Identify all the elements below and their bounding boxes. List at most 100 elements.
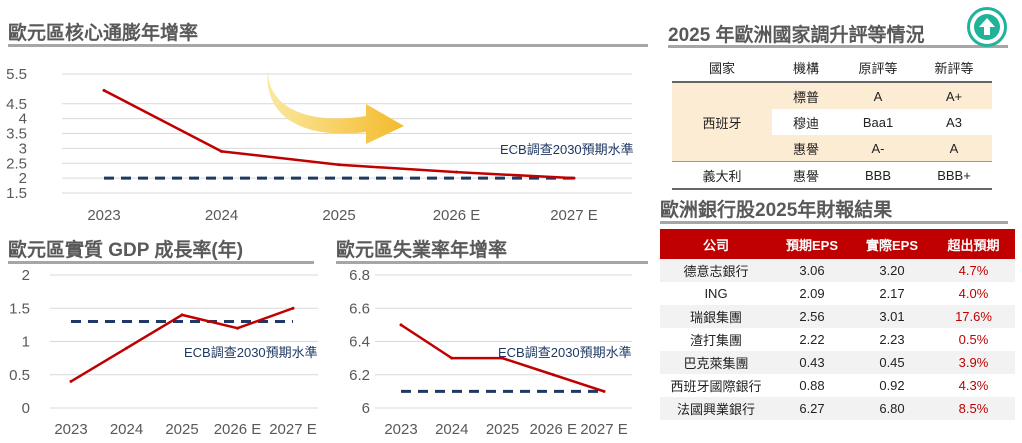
up-arrow-button[interactable] xyxy=(967,7,1007,47)
ratings-header: 新評等 xyxy=(916,54,992,83)
banks-row: 西班牙國際銀行 0.88 0.92 4.3% xyxy=(660,374,1015,397)
y-tick-label: 3.5 xyxy=(6,126,27,143)
ratings-title-rule xyxy=(668,45,1008,48)
gdp-chart: 0 0.5 1 1.5 2 2023 2024 2025 2026 E 2027 E ECB調查20… xyxy=(9,267,318,438)
bank-expected-eps: 0.43 xyxy=(772,351,852,374)
banks-row: ING 2.09 2.17 4.0% xyxy=(660,282,1015,305)
ratings-row: 穆迪 Baa1 A3 xyxy=(672,109,992,135)
banks-header: 超出預期 xyxy=(932,229,1015,259)
data-point xyxy=(125,346,128,350)
bank-name: 法國興業銀行 xyxy=(660,397,772,420)
banks-row: 德意志銀行 3.06 3.20 4.7% xyxy=(660,259,1015,282)
ratings-row: 惠譽 A- A xyxy=(672,135,992,162)
bank-expected-eps: 2.56 xyxy=(772,305,852,328)
banks-table: 公司 預期EPS 實際EPS 超出預期 德意志銀行 3.06 3.20 4.7% IN… xyxy=(660,229,1015,420)
bank-expected-eps: 6.27 xyxy=(772,397,852,420)
ratings-cell: 惠譽 xyxy=(792,168,819,184)
bank-name: 渣打集團 xyxy=(689,333,742,348)
ratings-header-row: 國家 機構 原評等 新評等 xyxy=(672,54,992,83)
banks-row: 瑞銀集團 2.56 3.01 17.6% xyxy=(660,305,1015,328)
data-point xyxy=(102,88,106,92)
banks-header: 預期EPS xyxy=(772,229,852,259)
data-point xyxy=(220,149,223,153)
curved-arrow-icon xyxy=(267,68,404,144)
x-tick-label: 2025 xyxy=(165,421,198,438)
y-tick-label: 0 xyxy=(22,400,30,417)
unemp-title-rule xyxy=(336,261,648,264)
ratings-cell: A3 xyxy=(946,114,962,130)
banks-header: 實際EPS xyxy=(852,229,932,259)
y-tick-label: 5.5 xyxy=(6,66,27,83)
x-tick-label: 2027 E xyxy=(580,421,628,438)
bank-actual-eps: 0.92 xyxy=(879,378,905,393)
data-point xyxy=(69,379,73,383)
up-arrow-icon xyxy=(974,14,1000,40)
data-point xyxy=(602,389,606,393)
x-tick-label: 2026 E xyxy=(433,207,481,224)
y-tick-label: 2.5 xyxy=(6,155,27,172)
x-tick-label: 2025 xyxy=(322,207,355,224)
x-tick-label: 2027 E xyxy=(550,207,598,224)
ratings-row: 西班牙 標普 A A+ xyxy=(672,82,992,162)
ratings-cell: A xyxy=(840,82,916,109)
y-tick-label: 4 xyxy=(19,111,27,128)
x-tick-label: 2023 xyxy=(87,207,120,224)
ratings-country-cell: 西班牙 xyxy=(672,82,772,162)
y-tick-label: 3 xyxy=(19,140,27,157)
target-line-label: ECB調查2030預期水準 xyxy=(500,142,634,157)
data-point xyxy=(337,163,341,167)
y-tick-label: 4.5 xyxy=(6,96,27,113)
data-point xyxy=(450,356,454,360)
x-tick-label: 2026 E xyxy=(529,421,577,438)
banks-row: 法國興業銀行 6.27 6.80 8.5% xyxy=(660,397,1015,420)
data-point xyxy=(236,326,239,330)
ratings-cell: BBB xyxy=(864,167,891,183)
data-point xyxy=(551,373,555,377)
y-tick-label: 0.5 xyxy=(9,367,30,384)
bank-beat: 4.7% xyxy=(932,259,1015,282)
banks-row: 巴克萊集團 0.43 0.45 3.9% xyxy=(660,351,1015,374)
ratings-header: 機構 xyxy=(772,54,840,83)
data-point xyxy=(572,176,576,180)
bank-expected-eps: 2.22 xyxy=(799,332,825,347)
ratings-country-cell: 義大利 xyxy=(702,168,742,184)
unemp-title: 歐元區失業率年增率 xyxy=(336,240,508,261)
data-point xyxy=(180,313,184,317)
y-tick-label: 6.2 xyxy=(349,367,370,384)
bank-actual-eps: 3.01 xyxy=(852,305,932,328)
bank-expected-eps: 2.09 xyxy=(799,286,825,301)
bank-beat: 4.3% xyxy=(958,378,989,393)
bank-expected-eps: 0.88 xyxy=(799,378,825,393)
ratings-title: 2025 年歐洲國家調升評等情況 xyxy=(668,25,925,46)
bank-name: 德意志銀行 xyxy=(660,259,772,282)
bank-expected-eps: 3.06 xyxy=(772,259,852,282)
bank-name: 巴克萊集團 xyxy=(660,351,772,374)
bank-name: ING xyxy=(704,286,728,301)
bank-actual-eps: 3.20 xyxy=(852,259,932,282)
target-line-label: ECB調查2030預期水準 xyxy=(498,345,632,360)
x-tick-label: 2027 E xyxy=(269,421,317,438)
ratings-cell: BBB+ xyxy=(937,167,971,183)
target-line-label: ECB調查2030預期水準 xyxy=(184,345,318,360)
gdp-title-rule xyxy=(8,261,314,264)
bank-beat: 8.5% xyxy=(932,397,1015,420)
core-cpi-title: 歐元區核心通膨年增率 xyxy=(8,23,199,44)
gdp-title: 歐元區實質 GDP 成長率(年) xyxy=(8,240,244,261)
bank-beat: 3.9% xyxy=(932,351,1015,374)
bank-beat: 4.0% xyxy=(958,286,989,301)
data-point xyxy=(501,356,504,360)
bank-beat: 17.6% xyxy=(932,305,1015,328)
ratings-cell: 標普 xyxy=(772,82,840,109)
ratings-header: 國家 xyxy=(672,54,772,83)
y-tick-label: 2 xyxy=(19,170,27,187)
banks-title: 歐洲銀行股2025年財報結果 xyxy=(660,200,893,221)
x-tick-label: 2024 xyxy=(435,421,468,438)
y-tick-label: 6 xyxy=(362,400,370,417)
y-tick-label: 1.5 xyxy=(9,300,30,317)
x-tick-label: 2023 xyxy=(384,421,417,438)
ratings-cell: 惠譽 xyxy=(772,135,840,162)
y-tick-label: 6.6 xyxy=(349,300,370,317)
y-tick-label: 6.8 xyxy=(349,267,370,284)
banks-row: 渣打集團 2.22 2.23 0.5% xyxy=(660,328,1015,351)
bank-actual-eps: 0.45 xyxy=(852,351,932,374)
